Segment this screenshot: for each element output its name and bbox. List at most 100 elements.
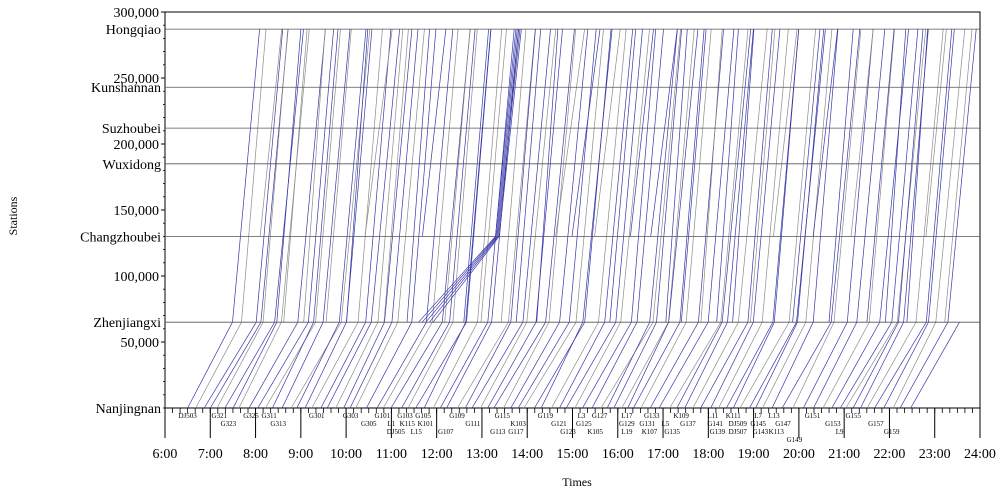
station-label: Wuxidong [102,158,161,173]
train-path [732,29,800,409]
train-number-label: K103 [510,420,526,428]
train-path [885,29,907,323]
train-number-label: L3 [578,412,586,420]
station-label: Nanjingnan [96,402,161,417]
train-path [630,29,654,237]
train-number-label: G137 [680,420,696,428]
train-number-label: G149 [787,436,803,444]
train-path [515,29,542,323]
train-number-label: G157 [868,420,884,428]
train-path [925,29,947,237]
train-path [187,29,260,409]
train-path [534,29,612,409]
train-path [665,29,688,323]
train-number-label: G111 [465,420,481,428]
x-tick-label: 11:00 [376,447,407,462]
train-path [732,29,755,323]
x-tick-label: 23:00 [919,447,951,462]
y-tick-label: 200,000 [114,138,160,153]
train-path [574,29,650,409]
train-number-label: G155 [845,412,861,420]
train-path [364,29,393,237]
train-path [407,29,478,409]
train-number-label: G141 [707,420,723,428]
train-path [429,29,521,323]
train-number-label: DJ507 [729,428,748,436]
train-number-label: K111 [726,412,742,420]
train-number-label: G145 [750,420,766,428]
train-path [480,29,507,323]
train-path [320,29,392,409]
station-label: Changzhoubei [80,230,161,245]
train-path [755,29,825,409]
train-path [773,29,798,237]
train-path [700,29,723,323]
train-path [265,29,341,409]
train-number-label: L15 [411,428,423,436]
train-path [883,29,955,409]
train-number-label: G325 [243,412,259,420]
train-path [649,29,724,409]
train-number-label: G119 [538,412,554,420]
train-number-label: G101 [375,412,391,420]
x-tick-label: 17:00 [647,447,679,462]
y-tick-label: 250,000 [114,72,160,87]
train-number-label: G127 [592,412,608,420]
train-number-label: L7 [754,412,762,420]
train-path [613,29,682,409]
x-tick-label: 24:00 [964,447,996,462]
train-path [822,29,895,409]
train-number-label: K101 [418,420,434,428]
train-number-label: G125 [576,420,592,428]
train-number-label: G113 [490,428,506,436]
train-number-label: L11 [707,412,719,420]
station-label: Zhenjiangxi [93,316,161,331]
train-number-label: G105 [415,412,431,420]
plot-grid [164,11,981,409]
train-number-label: DJ505 [387,428,406,436]
train-path [555,29,585,237]
y-axis-label: Stations [6,196,20,235]
train-path [500,29,527,323]
train-path [640,29,712,409]
train-path [792,29,821,323]
train-number-label: G159 [884,428,900,436]
station-label: Suzhoubei [102,122,161,137]
train-path [828,29,854,323]
train-number-label: DJ509 [729,420,748,428]
train-number-label: L5 [661,420,669,428]
train-number-label: G313 [270,420,286,428]
train-path [906,29,928,323]
train-number-label: DJ503 [178,412,197,420]
train-number-label: G311 [261,412,277,420]
train-number-label: L19 [621,428,633,436]
train-number-label: G321 [212,412,228,420]
x-tick-label: 19:00 [738,447,770,462]
train-path [303,29,326,323]
train-number-label: G117 [508,428,524,436]
train-path [692,29,768,409]
train-path [195,29,267,409]
y-tick-label: 150,000 [114,204,160,219]
train-path [463,29,489,323]
train-path [457,29,536,409]
train-number-label: G109 [449,412,465,420]
train-path [444,29,471,323]
train-path [383,29,409,323]
train-number-label: G303 [343,412,359,420]
train-number-label: L9 [836,428,844,436]
train-path [850,29,874,237]
train-number-label: G133 [644,412,660,420]
train-number-label: G129 [619,420,635,428]
train-number-label: G131 [639,420,655,428]
train-path [680,29,707,323]
train-path [536,29,559,323]
train-path [248,29,326,409]
train-path [355,29,425,409]
train-number-label: G107 [438,428,454,436]
train-path [669,29,749,409]
train-number-label: G121 [551,420,567,428]
train-path [346,29,369,323]
x-tick-label: 13:00 [466,447,498,462]
